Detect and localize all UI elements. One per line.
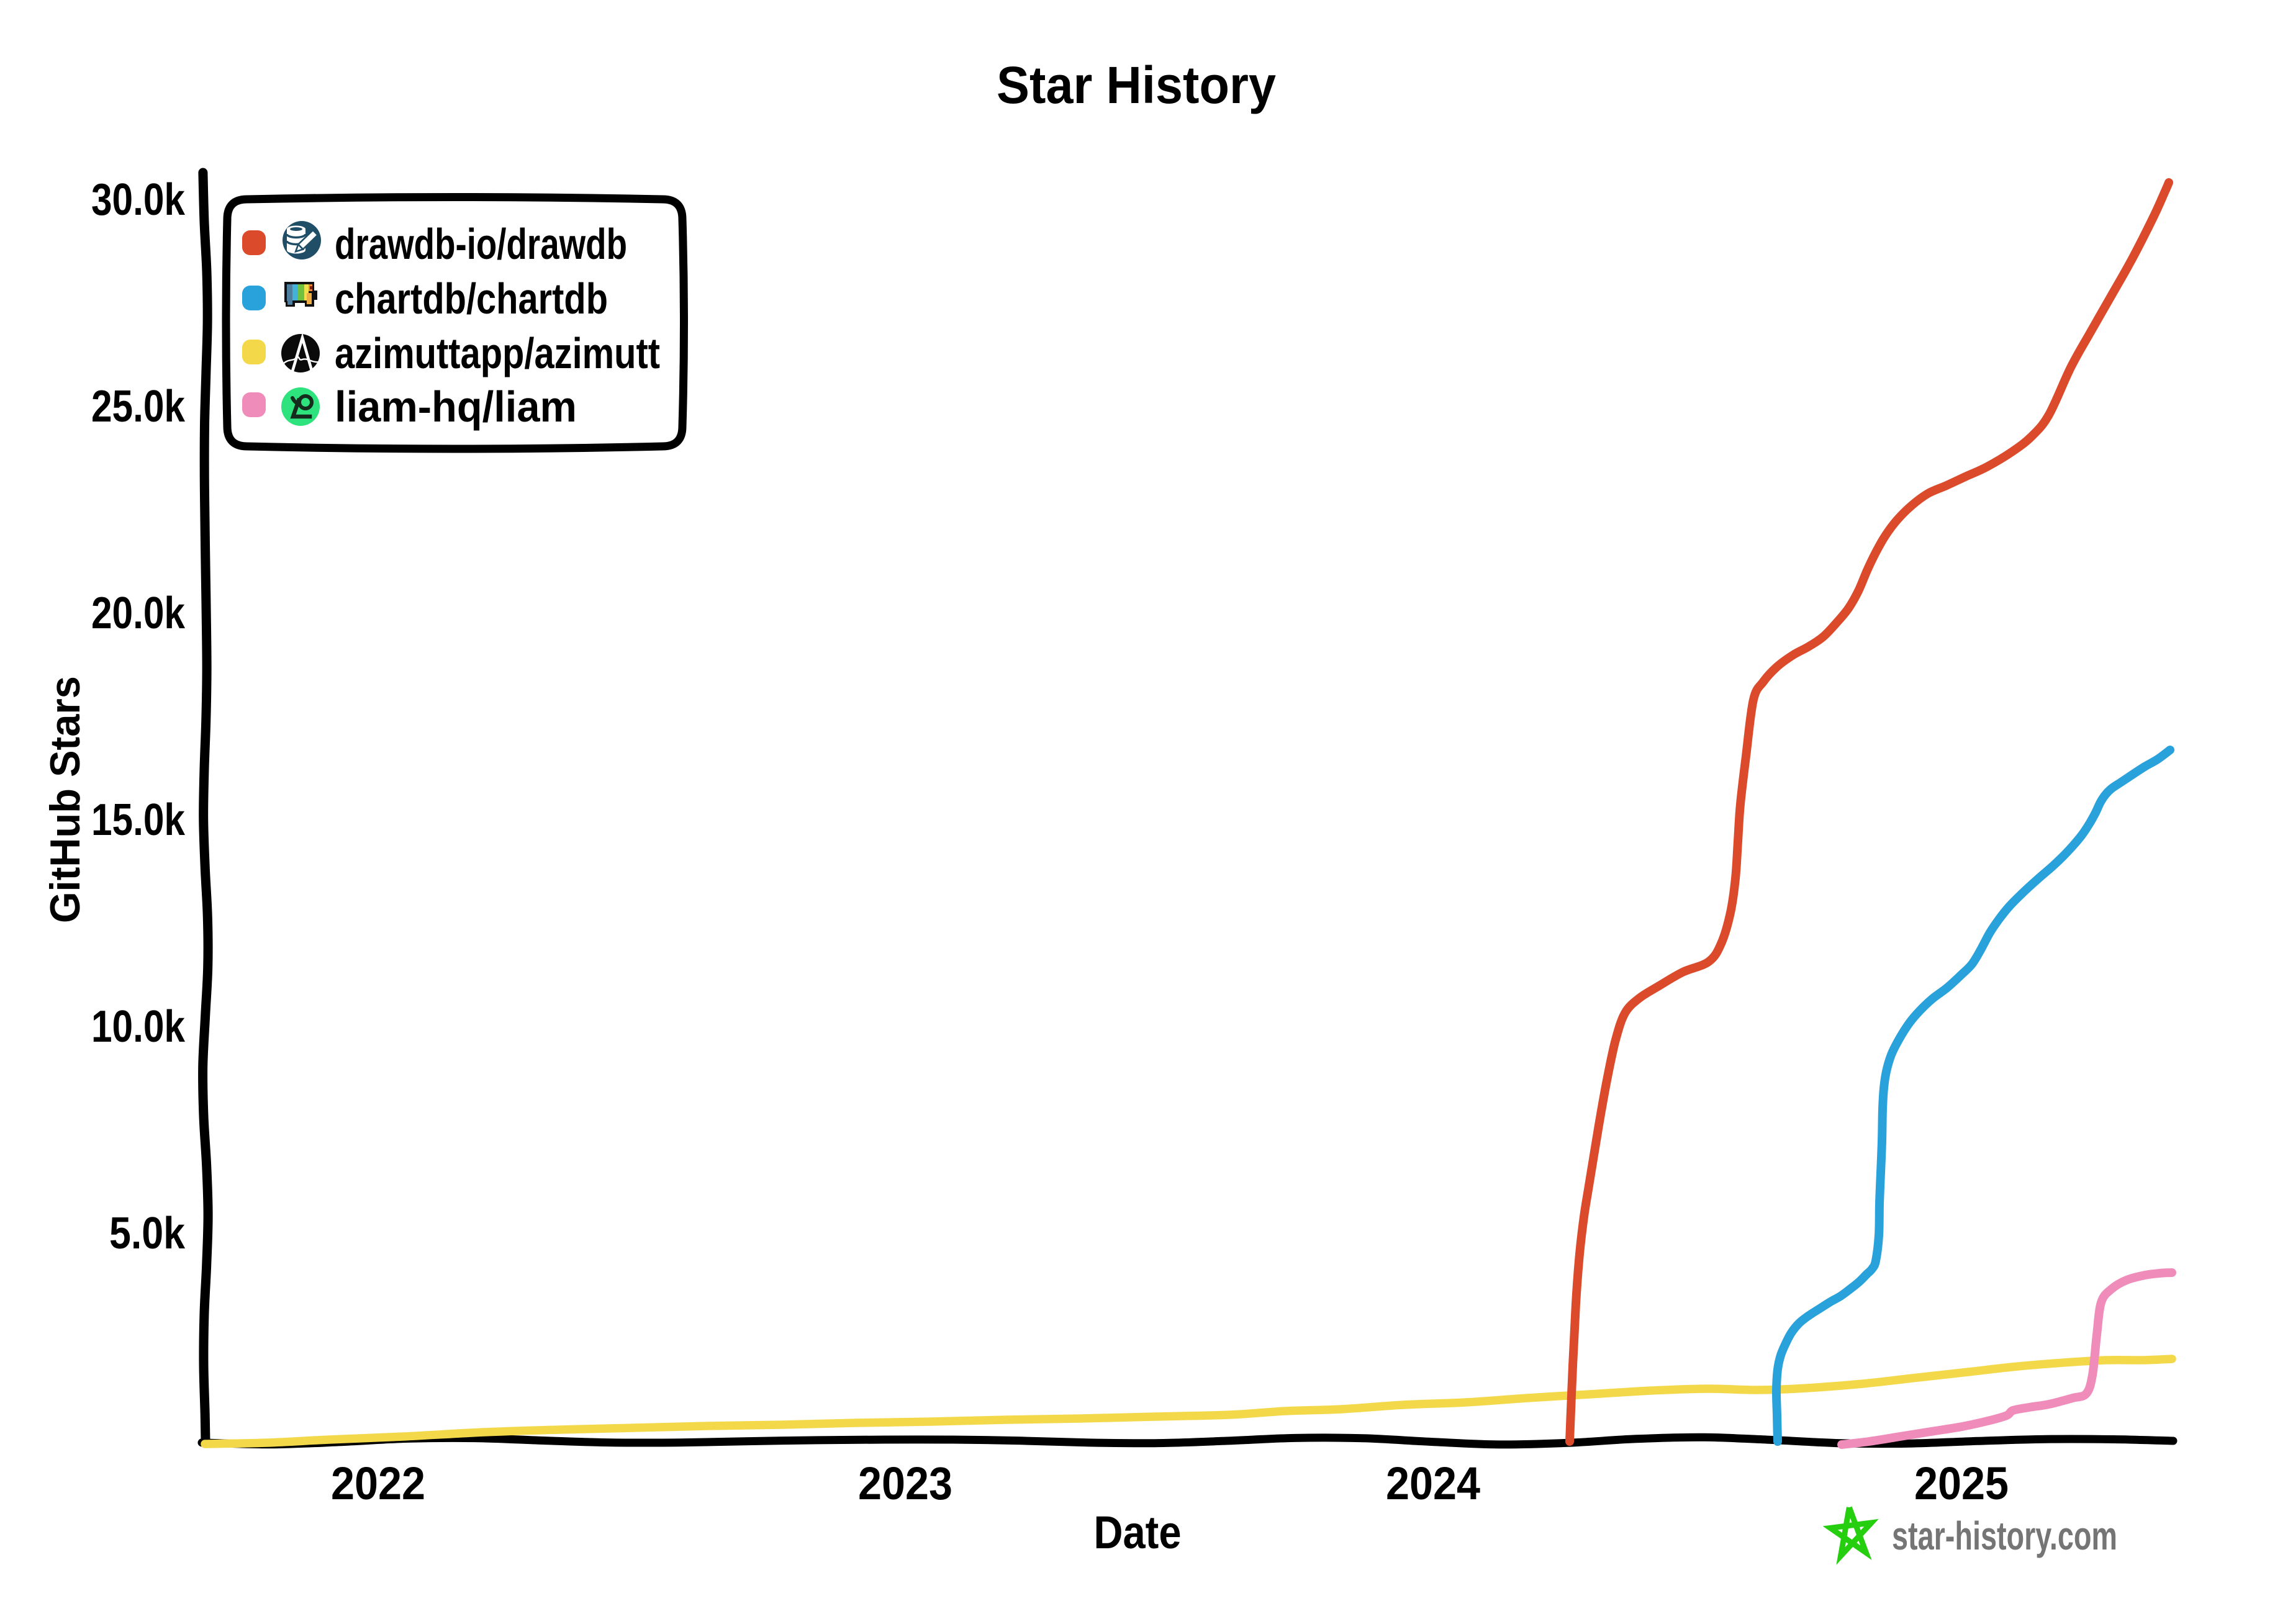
svg-text:2022: 2022 <box>331 1458 425 1509</box>
svg-text:azimuttapp/azimutt: azimuttapp/azimutt <box>335 329 660 377</box>
svg-text:chartdb/chartdb: chartdb/chartdb <box>335 274 608 323</box>
svg-text:25.0k: 25.0k <box>91 382 186 431</box>
svg-text:drawdb-io/drawdb: drawdb-io/drawdb <box>335 220 627 268</box>
svg-text:20.0k: 20.0k <box>91 589 186 638</box>
svg-text:10.0k: 10.0k <box>91 1002 186 1052</box>
svg-text:30.0k: 30.0k <box>91 175 186 225</box>
svg-text:2023: 2023 <box>858 1458 952 1509</box>
svg-text:star-history.com: star-history.com <box>1892 1513 2117 1558</box>
svg-text:liam-hq/liam: liam-hq/liam <box>335 382 577 431</box>
svg-text:2024: 2024 <box>1386 1458 1480 1509</box>
svg-text:Date: Date <box>1094 1507 1182 1558</box>
svg-text:15.0k: 15.0k <box>91 795 186 845</box>
svg-text:2025: 2025 <box>1914 1458 2009 1509</box>
svg-text:GitHub Stars: GitHub Stars <box>42 676 89 923</box>
svg-text:Star History: Star History <box>997 56 1276 114</box>
svg-text:5.0k: 5.0k <box>109 1209 186 1258</box>
